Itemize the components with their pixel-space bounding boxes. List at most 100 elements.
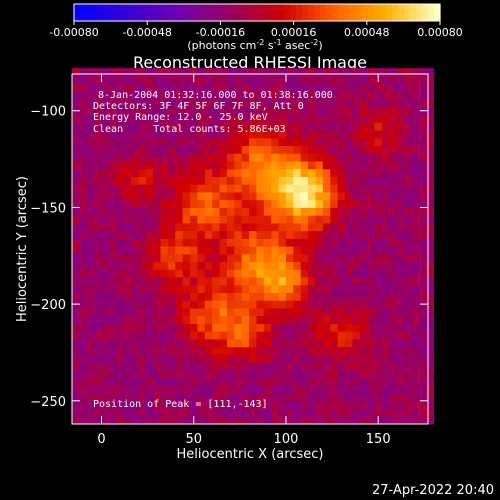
heatmap-cell [234,269,243,278]
heatmap-cell [293,184,302,193]
heatmap-cell [359,269,368,278]
heatmap-cell [330,354,339,363]
heatmap-cell [381,416,390,425]
heatmap-cell [94,238,103,247]
heatmap-cell [308,261,316,270]
heatmap-cell [94,137,103,147]
heatmap-cell [352,176,361,185]
heatmap-cell [175,215,184,224]
heatmap-cell [175,222,184,232]
heatmap-cell [204,269,213,278]
heatmap-cell [72,277,80,286]
heatmap-cell [123,393,132,402]
heatmap-cell [308,408,316,417]
heatmap-cell [337,75,346,85]
heatmap-cell [197,292,206,301]
heatmap-cell [234,315,243,324]
heatmap-cell [426,338,435,348]
heatmap-cell [116,377,125,386]
heatmap-cell [182,161,191,170]
heatmap-cell [123,106,132,116]
heatmap-cell [86,91,95,100]
heatmap-cell [322,408,331,417]
heatmap-cell [197,385,206,394]
heatmap-cell [249,106,257,116]
heatmap-cell [396,176,405,185]
heatmap-cell [367,199,376,208]
heatmap-cell [226,222,235,232]
heatmap-cell [271,261,280,270]
heatmap-cell [204,307,213,317]
heatmap-cell [79,106,88,116]
heatmap-cell [300,393,309,402]
heatmap-cell [278,315,287,324]
heatmap-cell [249,354,257,363]
heatmap-cell [359,230,368,239]
heatmap-cell [315,122,324,131]
heatmap-cell [263,284,272,294]
heatmap-cell [226,68,235,77]
heatmap-cell [123,176,132,185]
heatmap-cell [145,230,154,239]
heatmap-cell [411,307,420,317]
heatmap-cell [337,153,346,162]
colorbar-cell [128,4,135,21]
heatmap-cell [374,315,383,324]
heatmap-cell [367,393,376,402]
heatmap-cell [234,130,243,139]
heatmap-cell [256,122,265,131]
heatmap-cell [404,354,412,363]
heatmap-cell [263,354,272,363]
heatmap-cell [145,300,154,309]
heatmap-cell [352,315,361,324]
heatmap-cell [271,91,280,100]
heatmap-cell [249,130,257,139]
heatmap-cell [271,338,280,348]
heatmap-cell [389,191,398,201]
heatmap-cell [293,416,302,425]
heatmap-cell [108,408,117,417]
heatmap-cell [418,284,427,294]
heatmap-cell [167,230,176,239]
heatmap-cell [145,261,154,270]
heatmap-cell [367,106,376,116]
heatmap-cell [367,246,376,255]
heatmap-cell [226,75,235,85]
heatmap-cell [182,184,191,193]
heatmap-cell [190,130,198,139]
heatmap-cell [131,184,139,193]
heatmap-cell [300,176,309,185]
heatmap-cell [79,369,88,379]
heatmap-cell [234,68,243,77]
heatmap-cell [367,385,376,394]
heatmap-cell [123,354,132,363]
heatmap-cell [190,261,198,270]
heatmap-cell [374,83,383,92]
heatmap-cell [72,83,80,92]
heatmap-cell [131,261,139,270]
heatmap-cell [190,323,198,332]
heatmap-cell [300,106,309,116]
heatmap-cell [101,122,110,131]
heatmap-cell [278,168,287,177]
heatmap-cell [219,215,228,224]
heatmap-cell [389,354,398,363]
colorbar-cell [272,4,279,21]
heatmap-cell [330,222,339,232]
heatmap-cell [145,153,154,162]
heatmap-cell [337,284,346,294]
colorbar-cell [200,4,207,21]
heatmap-cell [396,346,405,355]
heatmap-cell [344,354,353,363]
heatmap-cell [138,261,147,270]
heatmap-cell [396,261,405,270]
heatmap-cell [322,137,331,147]
heatmap-cell [72,168,80,177]
heatmap-cell [138,230,147,239]
heatmap-cell [79,222,88,232]
heatmap-cell [72,377,80,386]
heatmap-cell [359,346,368,355]
heatmap-cell [145,137,154,147]
heatmap-cell [182,331,191,340]
heatmap-cell [278,261,287,270]
